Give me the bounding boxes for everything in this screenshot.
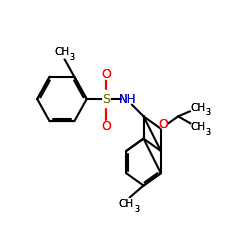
Text: NH: NH: [119, 92, 136, 106]
Ellipse shape: [122, 93, 132, 105]
Text: CH: CH: [190, 103, 206, 113]
Text: 3: 3: [70, 52, 75, 62]
Text: S: S: [102, 92, 110, 106]
Ellipse shape: [103, 93, 110, 105]
Ellipse shape: [190, 121, 205, 134]
Text: 3: 3: [134, 204, 139, 214]
Ellipse shape: [103, 69, 110, 79]
Text: CH: CH: [190, 103, 206, 113]
Text: O: O: [158, 118, 168, 132]
Text: 3: 3: [206, 108, 211, 117]
Ellipse shape: [103, 121, 110, 131]
Ellipse shape: [160, 119, 166, 129]
Text: CH: CH: [119, 199, 134, 209]
Text: 3: 3: [70, 52, 75, 62]
Text: O: O: [102, 120, 112, 133]
Text: O: O: [102, 68, 112, 81]
Text: 3: 3: [206, 128, 211, 137]
Ellipse shape: [119, 198, 134, 210]
Text: CH: CH: [190, 122, 206, 132]
Text: O: O: [102, 68, 112, 81]
Text: CH: CH: [54, 47, 70, 57]
Ellipse shape: [190, 102, 205, 114]
Text: CH: CH: [190, 122, 206, 132]
Text: CH: CH: [54, 47, 70, 57]
Text: CH: CH: [119, 199, 134, 209]
Text: 3: 3: [206, 108, 211, 117]
Text: O: O: [102, 120, 112, 133]
Ellipse shape: [54, 46, 70, 58]
Text: NH: NH: [119, 92, 136, 106]
Text: 3: 3: [134, 204, 139, 214]
Text: 3: 3: [206, 128, 211, 137]
Text: S: S: [102, 92, 110, 106]
Text: O: O: [158, 118, 168, 132]
